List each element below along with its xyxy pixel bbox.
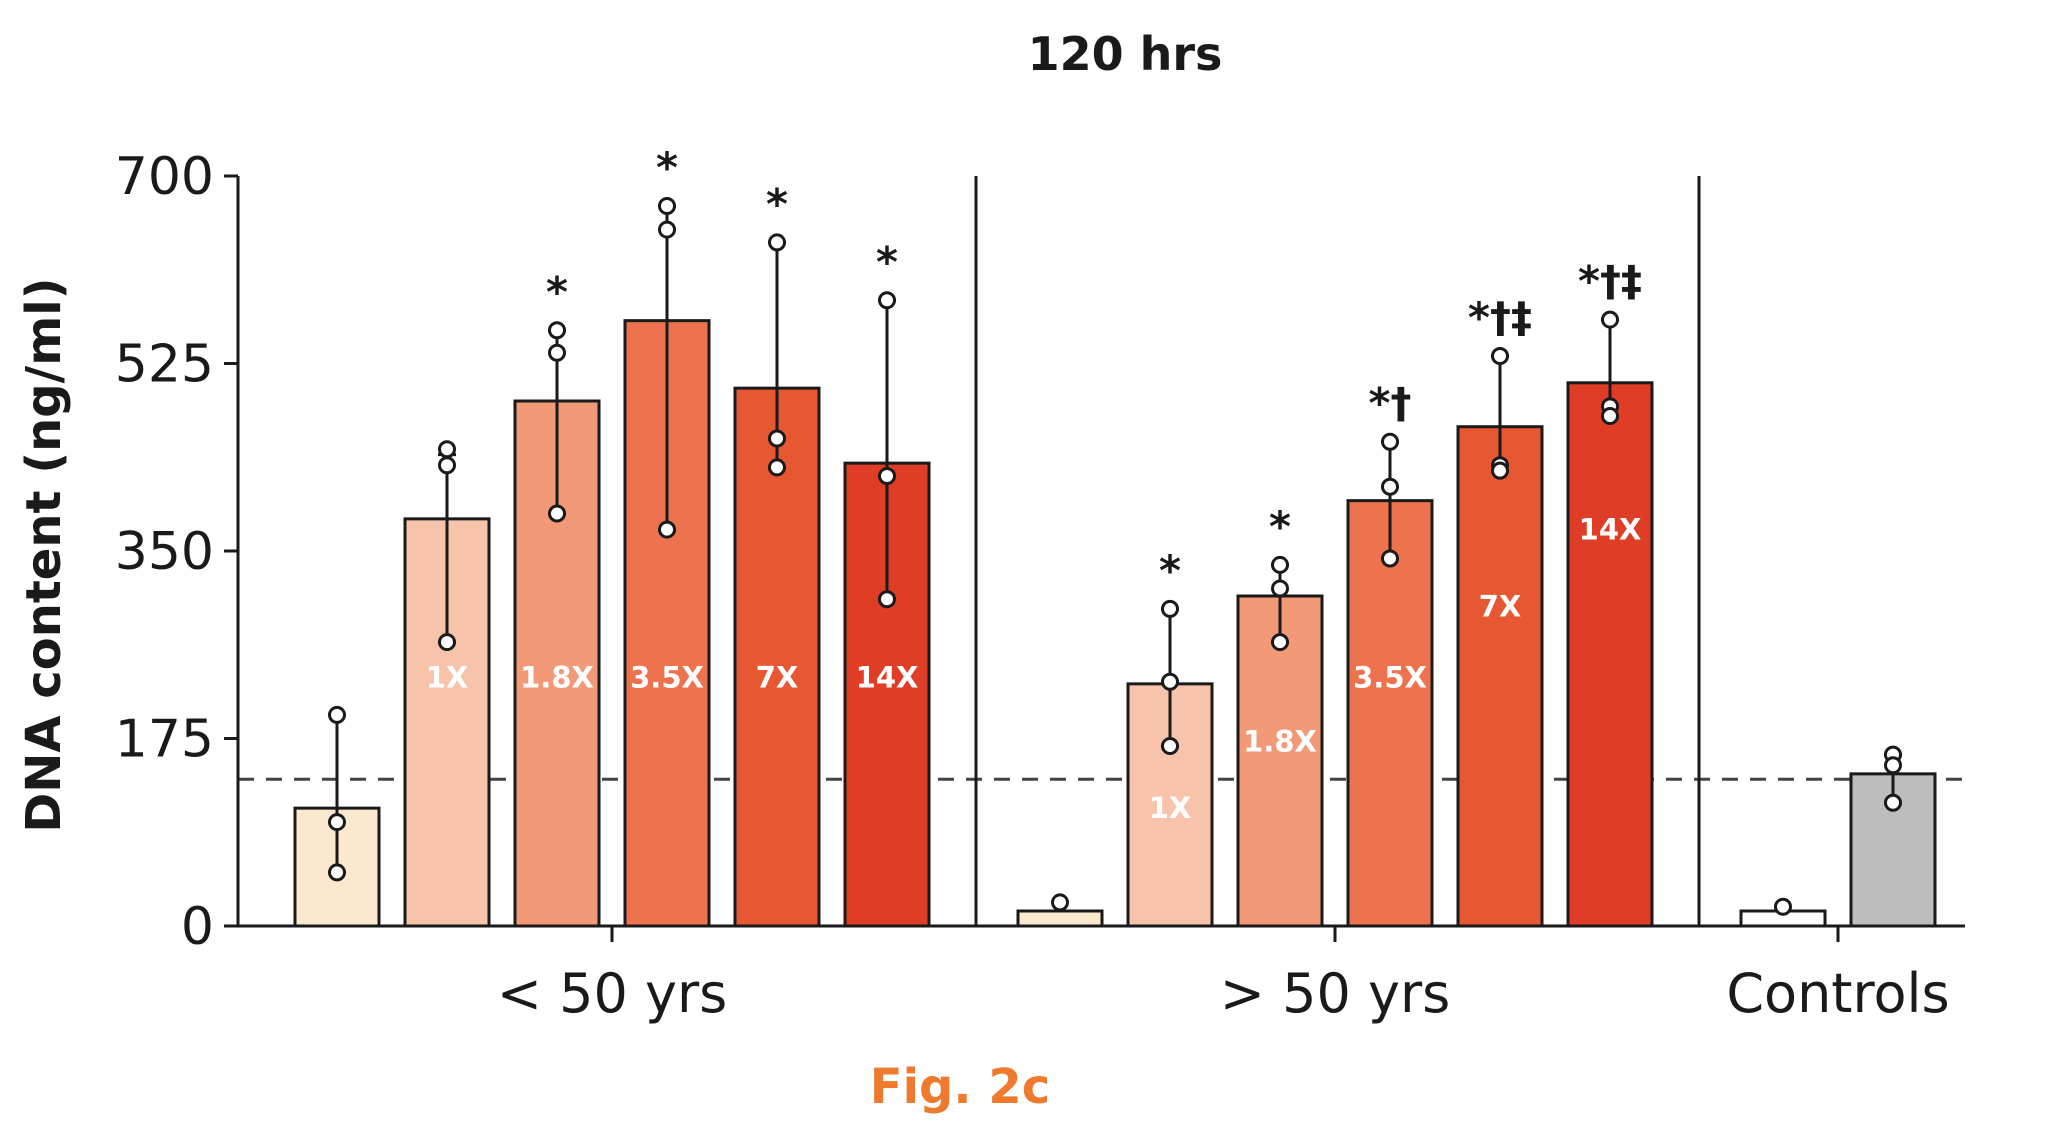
data-point <box>1381 432 1399 451</box>
data-point <box>438 633 456 652</box>
data-point <box>1271 633 1289 652</box>
data-point <box>1271 555 1289 574</box>
bars-group: 1X 1.8X * 3.5X * 7X * 14X * 1X * 1.8X * 3.5X *† 7X *†‡ 14… <box>293 143 1937 928</box>
significance-marker: *†‡ <box>1468 293 1532 342</box>
data-point <box>1491 461 1509 480</box>
chart-title: 120 hrs <box>1028 27 1223 81</box>
data-point <box>1884 756 1902 775</box>
group-label: > 50 yrs <box>1220 962 1451 1025</box>
data-point <box>768 233 786 252</box>
data-point <box>658 520 676 539</box>
data-point <box>438 440 456 459</box>
significance-marker: * <box>766 179 788 228</box>
data-point <box>1271 579 1289 598</box>
data-point <box>548 504 566 523</box>
bar-label: 14X <box>1579 513 1642 547</box>
data-point <box>1051 893 1069 912</box>
data-point <box>1601 407 1619 425</box>
data-point <box>1774 897 1792 916</box>
bar <box>1456 425 1544 928</box>
data-point <box>328 705 346 724</box>
bar-label: 7X <box>1479 590 1522 624</box>
y-tick-label: 0 <box>181 897 214 957</box>
bar-label: 1X <box>426 660 469 694</box>
data-point <box>438 456 456 475</box>
bar-label: 1.8X <box>520 660 594 694</box>
y-axis: 0 175 350 525 700 <box>115 147 238 957</box>
bar-label: 3.5X <box>1353 660 1427 694</box>
data-point <box>878 467 896 485</box>
bar-label: 3.5X <box>630 660 704 694</box>
y-axis-label: DNA content (ng/ml) <box>16 277 72 832</box>
data-point <box>1161 599 1179 618</box>
bar-label: 7X <box>756 660 799 694</box>
data-point <box>658 220 676 239</box>
data-point <box>548 343 566 362</box>
group-label: < 50 yrs <box>497 962 728 1025</box>
y-tick-label: 175 <box>115 710 214 770</box>
data-point <box>878 291 896 310</box>
data-point <box>1161 737 1179 755</box>
data-point <box>1161 672 1179 691</box>
group-label: Controls <box>1726 962 1949 1025</box>
y-tick-label: 525 <box>115 335 214 395</box>
significance-marker: *† <box>1369 379 1412 428</box>
data-point <box>658 197 676 215</box>
reference-line-group <box>238 176 1965 926</box>
data-point <box>1601 310 1619 329</box>
significance-marker: * <box>546 267 568 316</box>
significance-marker: * <box>1269 502 1291 551</box>
data-point <box>1884 793 1902 812</box>
data-point <box>878 590 896 609</box>
data-point <box>1381 549 1399 568</box>
x-axis: < 50 yrs > 50 yrs Controls <box>236 176 1965 1025</box>
data-point <box>768 458 786 477</box>
bar <box>1566 381 1654 928</box>
bar-label: 1.8X <box>1243 725 1317 759</box>
significance-marker: * <box>656 143 678 192</box>
bar-label: 14X <box>856 660 919 694</box>
data-point <box>768 429 786 448</box>
y-tick-label: 350 <box>115 522 214 582</box>
significance-marker: * <box>876 237 898 286</box>
figure-caption: Fig. 2c <box>870 1059 1050 1115</box>
data-point <box>1381 477 1399 496</box>
significance-marker: *†‡ <box>1578 257 1642 306</box>
data-point <box>328 863 346 882</box>
y-tick-label: 700 <box>115 147 214 207</box>
data-point <box>328 813 346 832</box>
significance-marker: * <box>1159 546 1181 595</box>
bar <box>1016 909 1104 928</box>
data-point <box>548 321 566 340</box>
data-point <box>1491 347 1509 365</box>
bar-label: 1X <box>1149 791 1192 825</box>
